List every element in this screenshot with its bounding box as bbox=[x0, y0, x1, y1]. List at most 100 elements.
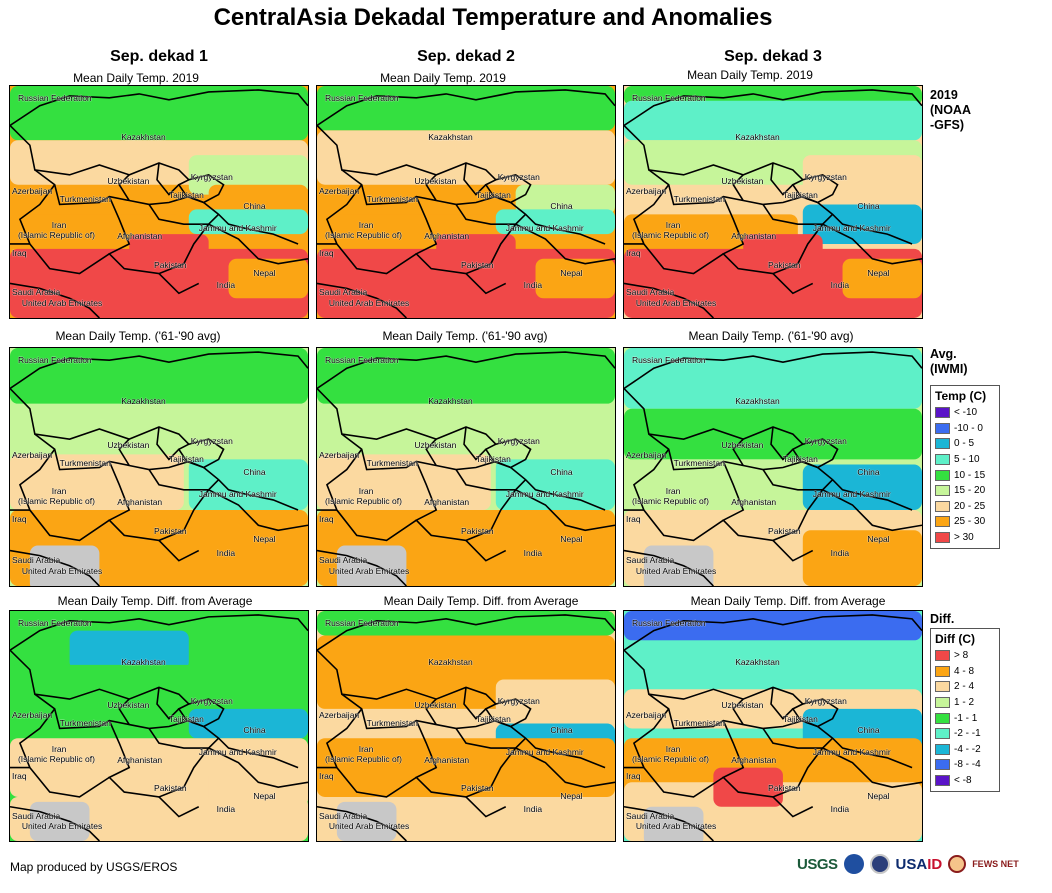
map-label-uzbekistan: Uzbekistan bbox=[414, 440, 457, 451]
map-label-kyrgyzstan: Kyrgyzstan bbox=[497, 696, 540, 707]
diff-legend-swatch bbox=[935, 712, 950, 724]
map-label-azerbaijan: Azerbaijan bbox=[318, 450, 360, 461]
value-region bbox=[624, 100, 922, 141]
country-border bbox=[204, 726, 298, 767]
value-region bbox=[624, 640, 922, 690]
diff-legend-item: 4 - 8 bbox=[935, 664, 995, 680]
value-region bbox=[535, 258, 615, 299]
map-label-russia: Russian Federation bbox=[631, 617, 706, 628]
map-label-iran2: (Islamic Republic of) bbox=[17, 753, 95, 764]
map-label-iraq: Iraq bbox=[318, 247, 334, 258]
country-border bbox=[10, 125, 224, 202]
map-label-iran1: Iran bbox=[665, 744, 681, 755]
country-border bbox=[327, 449, 416, 540]
country-border bbox=[35, 170, 189, 205]
temp-legend-swatch bbox=[935, 485, 950, 497]
country-border bbox=[204, 202, 298, 243]
map-label-iran2: (Islamic Republic of) bbox=[17, 230, 95, 241]
country-border bbox=[149, 204, 209, 224]
country-border bbox=[159, 274, 199, 294]
map-label-china: China bbox=[550, 725, 573, 736]
map-avg-dekad-3: Russian Federation Kazakhstan Uzbekistan Ky… bbox=[623, 347, 923, 587]
country-border bbox=[486, 704, 511, 727]
map-label-turkmenistan: Turkmenistan bbox=[673, 458, 725, 469]
map-label-jammu: Jammu and Kashmir bbox=[812, 223, 891, 234]
map-label-china: China bbox=[243, 201, 266, 212]
country-border bbox=[771, 427, 793, 459]
map-label-afghanistan: Afghanistan bbox=[731, 496, 777, 507]
value-region bbox=[842, 258, 922, 299]
country-border bbox=[10, 352, 308, 388]
country-border bbox=[149, 470, 209, 490]
country-border bbox=[209, 748, 308, 787]
map-label-kazakhstan: Kazakhstan bbox=[121, 395, 166, 406]
temp-legend-swatch bbox=[935, 407, 950, 419]
value-region bbox=[624, 459, 798, 511]
map-label-uae: United Arab Emirates bbox=[328, 565, 410, 576]
country-border bbox=[763, 728, 823, 748]
map-label-china: China bbox=[550, 466, 573, 477]
map-label-tajikistan: Tajikistan bbox=[782, 713, 818, 724]
map-label-kazakhstan: Kazakhstan bbox=[735, 656, 780, 667]
country-border bbox=[35, 694, 189, 728]
diff-legend-swatch bbox=[935, 728, 950, 740]
map-label-iraq: Iraq bbox=[11, 771, 27, 782]
subtitle-r1c2: Mean Daily Temp. 2019 bbox=[380, 71, 506, 85]
map-label-azerbaijan: Azerbaijan bbox=[11, 450, 53, 461]
map-label-india: India bbox=[216, 803, 236, 814]
map-label-turkmenistan: Turkmenistan bbox=[59, 193, 111, 204]
map-label-saudi: Saudi Arabia bbox=[318, 287, 368, 298]
temp-legend-item: 10 - 15 bbox=[935, 467, 995, 483]
country-border bbox=[317, 283, 406, 318]
diff-legend-item: > 8 bbox=[935, 648, 995, 664]
map-label-afghanistan: Afghanistan bbox=[731, 754, 777, 765]
map-label-turkmenistan: Turkmenistan bbox=[366, 458, 418, 469]
temp-legend-label: < -10 bbox=[954, 407, 978, 419]
country-border bbox=[624, 389, 838, 468]
map-label-pakistan: Pakistan bbox=[154, 259, 187, 270]
map-label-uae: United Arab Emirates bbox=[635, 565, 717, 576]
diff-legend-item: 1 - 2 bbox=[935, 695, 995, 711]
temp-legend-label: 20 - 25 bbox=[954, 500, 986, 512]
map-label-kazakhstan: Kazakhstan bbox=[735, 132, 780, 143]
noaa-logo-icon bbox=[843, 854, 864, 874]
difference-legend-title: Diff (C) bbox=[935, 632, 975, 646]
diff-legend-label: 4 - 8 bbox=[954, 665, 975, 677]
value-region bbox=[317, 348, 615, 404]
temp-legend-label: -10 - 0 bbox=[954, 422, 983, 434]
value-region bbox=[317, 738, 615, 797]
country-border bbox=[426, 439, 436, 465]
country-border bbox=[317, 807, 406, 841]
map-diff-dekad-1: Russian Federation Kazakhstan Uzbekistan Ky… bbox=[9, 610, 309, 842]
map-label-nepal: Nepal bbox=[867, 267, 890, 278]
diff-legend-swatch bbox=[935, 759, 950, 771]
difference-legend: Diff (C) > 8 4 - 8 2 - 4 1 - 2 -1 - 1 -2 - -1… bbox=[930, 628, 1000, 793]
country-border bbox=[624, 551, 713, 586]
subtitle-r1c3: Mean Daily Temp. 2019 bbox=[687, 68, 813, 82]
map-label-turkmenistan: Turkmenistan bbox=[366, 717, 418, 728]
row-label-2019: 2019 (NOAA -GFS) bbox=[930, 88, 971, 132]
subtitle-r2c1: Mean Daily Temp. ('61-'90 avg) bbox=[55, 329, 221, 343]
country-border bbox=[723, 461, 832, 540]
subtitle-r3c1: Mean Daily Temp. Diff. from Average bbox=[57, 594, 253, 608]
country-border bbox=[342, 434, 496, 469]
map-label-russia: Russian Federation bbox=[324, 92, 399, 103]
temp-legend-item: 20 - 25 bbox=[935, 499, 995, 515]
subtitle-r2c2: Mean Daily Temp. ('61-'90 avg) bbox=[382, 329, 548, 343]
diff-legend-label: -2 - -1 bbox=[954, 728, 981, 740]
row-label-avg: Avg. (IWMI) bbox=[930, 347, 968, 376]
country-border bbox=[464, 687, 486, 718]
map-raster bbox=[624, 86, 922, 318]
column-header-dekad-2: Sep. dekad 2 bbox=[417, 48, 515, 65]
map-label-uae: United Arab Emirates bbox=[21, 565, 103, 576]
map-label-uae: United Arab Emirates bbox=[21, 298, 103, 309]
map-label-turkmenistan: Turkmenistan bbox=[59, 717, 111, 728]
country-border bbox=[317, 615, 615, 650]
country-border bbox=[818, 468, 912, 511]
country-border bbox=[733, 699, 743, 724]
country-border bbox=[649, 694, 803, 728]
map-label-turkmenistan: Turkmenistan bbox=[366, 193, 418, 204]
map-label-russia: Russian Federation bbox=[324, 355, 399, 366]
diff-legend-item: -1 - 1 bbox=[935, 710, 995, 726]
country-border bbox=[10, 615, 308, 650]
